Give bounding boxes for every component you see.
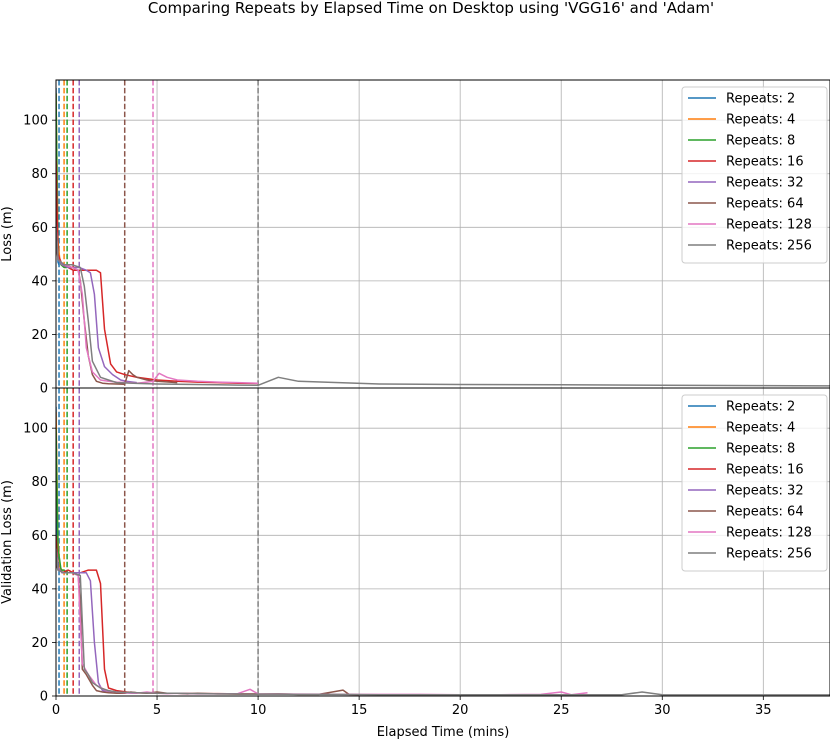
y-tick-label: 0 [40,690,48,705]
series-lines [56,87,830,387]
legend-label: Repeats: 256 [726,239,812,254]
chart-title: Comparing Repeats by Elapsed Time on Des… [148,0,714,17]
y-tick-label: 100 [23,114,48,129]
legend-label: Repeats: 4 [726,113,795,128]
series-line-repeats-64 [56,561,360,696]
legend-label: Repeats: 64 [726,505,804,520]
legend-box [681,86,828,264]
y-tick-label: 80 [31,475,48,490]
threshold-lines [58,80,259,388]
y-tick-label: 100 [23,422,48,437]
y-tick-label: 60 [31,529,48,544]
x-tick-label: 30 [654,703,671,718]
series-line-repeats-256 [56,548,830,696]
y-tick-label: 40 [31,274,48,289]
x-tick-label: 5 [153,703,161,718]
y-tick-label: 80 [31,167,48,182]
legend: Repeats: 2 Repeats: 4 Repeats: 8 Repeats: 1… [681,86,828,264]
legend-label: Repeats: 2 [726,400,795,415]
x-axis-label: Elapsed Time (mins) [377,725,510,739]
loss-panel: 0 20 40 60 80 100 Loss (m) Repeats: 2 Repeats: 4… [0,79,830,397]
legend-label: Repeats: 2 [726,92,795,107]
legend-label: Repeats: 64 [726,197,804,212]
y-tick-label: 20 [31,636,48,651]
plot-frame [55,387,830,697]
legend-label: Repeats: 16 [726,155,804,170]
series-line-repeats-128 [56,548,588,696]
y-axis-label: Validation Loss (m) [0,480,15,604]
legend-label: Repeats: 4 [726,421,795,436]
legend-box [681,394,828,572]
y-tick-label: 60 [31,221,48,236]
x-tick-label: 10 [250,703,267,718]
legend-label: Repeats: 8 [726,442,795,457]
series-line-repeats-256 [56,227,830,387]
y-tick-label: 40 [31,582,48,597]
legend-label: Repeats: 128 [726,526,812,541]
legend-label: Repeats: 128 [726,218,812,233]
legend-label: Repeats: 32 [726,176,804,191]
legend-label: Repeats: 256 [726,547,812,562]
y-tick-label: 0 [40,382,48,397]
legend-label: Repeats: 8 [726,134,795,149]
x-tick-label: 0 [52,703,60,718]
series-line-repeats-32 [56,227,137,384]
legend-label: Repeats: 32 [726,484,804,499]
x-tick-label: 20 [452,703,469,718]
y-tick-label: 20 [31,328,48,343]
validation-loss-panel: 0 20 40 60 80 100 Validation Loss (m) 0 5 10 15 20 2… [0,387,830,718]
legend-label: Repeats: 16 [726,463,804,478]
x-tick-label: 25 [553,703,570,718]
series-line-repeats-64 [56,240,178,386]
x-tick-label: 35 [755,703,772,718]
y-axis-label: Loss (m) [0,206,15,261]
x-tick-label: 15 [351,703,368,718]
legend: Repeats: 2 Repeats: 4 Repeats: 8 Repeats: 1… [681,394,828,572]
threshold-lines [58,388,259,696]
